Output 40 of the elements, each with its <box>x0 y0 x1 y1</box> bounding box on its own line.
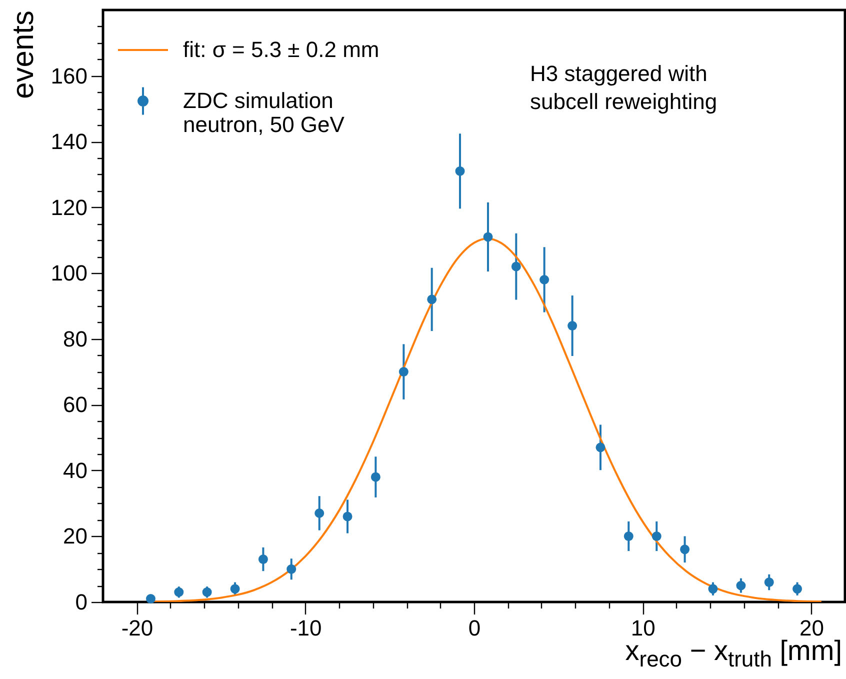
point <box>455 166 465 176</box>
point <box>624 531 634 541</box>
x-tick-label: -10 <box>290 616 322 640</box>
point <box>342 512 352 522</box>
point <box>286 564 296 574</box>
y-tick-label: 100 <box>50 260 88 286</box>
point <box>568 321 578 330</box>
point <box>764 578 774 587</box>
y-tick-label: 20 <box>63 524 88 549</box>
point <box>596 442 606 452</box>
y-tick-label: 60 <box>63 392 88 418</box>
y-tick-label: 80 <box>63 326 88 352</box>
point <box>146 594 156 604</box>
point <box>314 508 324 518</box>
x-tick-label: -20 <box>121 616 154 640</box>
point <box>540 274 550 284</box>
point <box>708 584 718 594</box>
y-tick-label: 160 <box>50 63 88 88</box>
annotation: H3 staggered with subcell reweighting <box>530 61 718 114</box>
point <box>174 587 184 597</box>
x-tick-label: 0 <box>468 616 481 640</box>
point <box>258 554 268 564</box>
point <box>427 294 437 304</box>
y-tick-label: 40 <box>63 458 88 483</box>
point <box>202 587 212 597</box>
point <box>230 584 240 594</box>
point <box>511 262 521 272</box>
point <box>736 580 746 590</box>
y-tick-label: 120 <box>50 194 88 220</box>
point <box>680 544 690 554</box>
legend-label: fit: σ = 5.3 ± 0.2 mm <box>183 37 380 62</box>
legend-label: ZDC simulation neutron, 50 GeV <box>183 88 345 137</box>
y-axis-title: events <box>6 10 40 99</box>
point <box>483 232 493 242</box>
point <box>652 531 662 541</box>
point <box>792 584 802 594</box>
y-tick-label: 0 <box>75 590 88 614</box>
point <box>398 367 408 377</box>
y-tick-label: 140 <box>50 129 88 154</box>
point <box>370 472 380 482</box>
